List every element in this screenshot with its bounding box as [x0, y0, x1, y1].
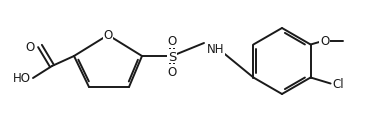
Text: S: S: [168, 50, 176, 63]
Text: O: O: [320, 35, 329, 48]
Text: HO: HO: [13, 72, 31, 85]
Text: O: O: [103, 28, 113, 41]
Text: O: O: [26, 40, 35, 53]
Text: O: O: [167, 35, 177, 48]
Text: NH: NH: [207, 43, 225, 55]
Text: O: O: [167, 65, 177, 78]
Text: Cl: Cl: [333, 77, 344, 90]
